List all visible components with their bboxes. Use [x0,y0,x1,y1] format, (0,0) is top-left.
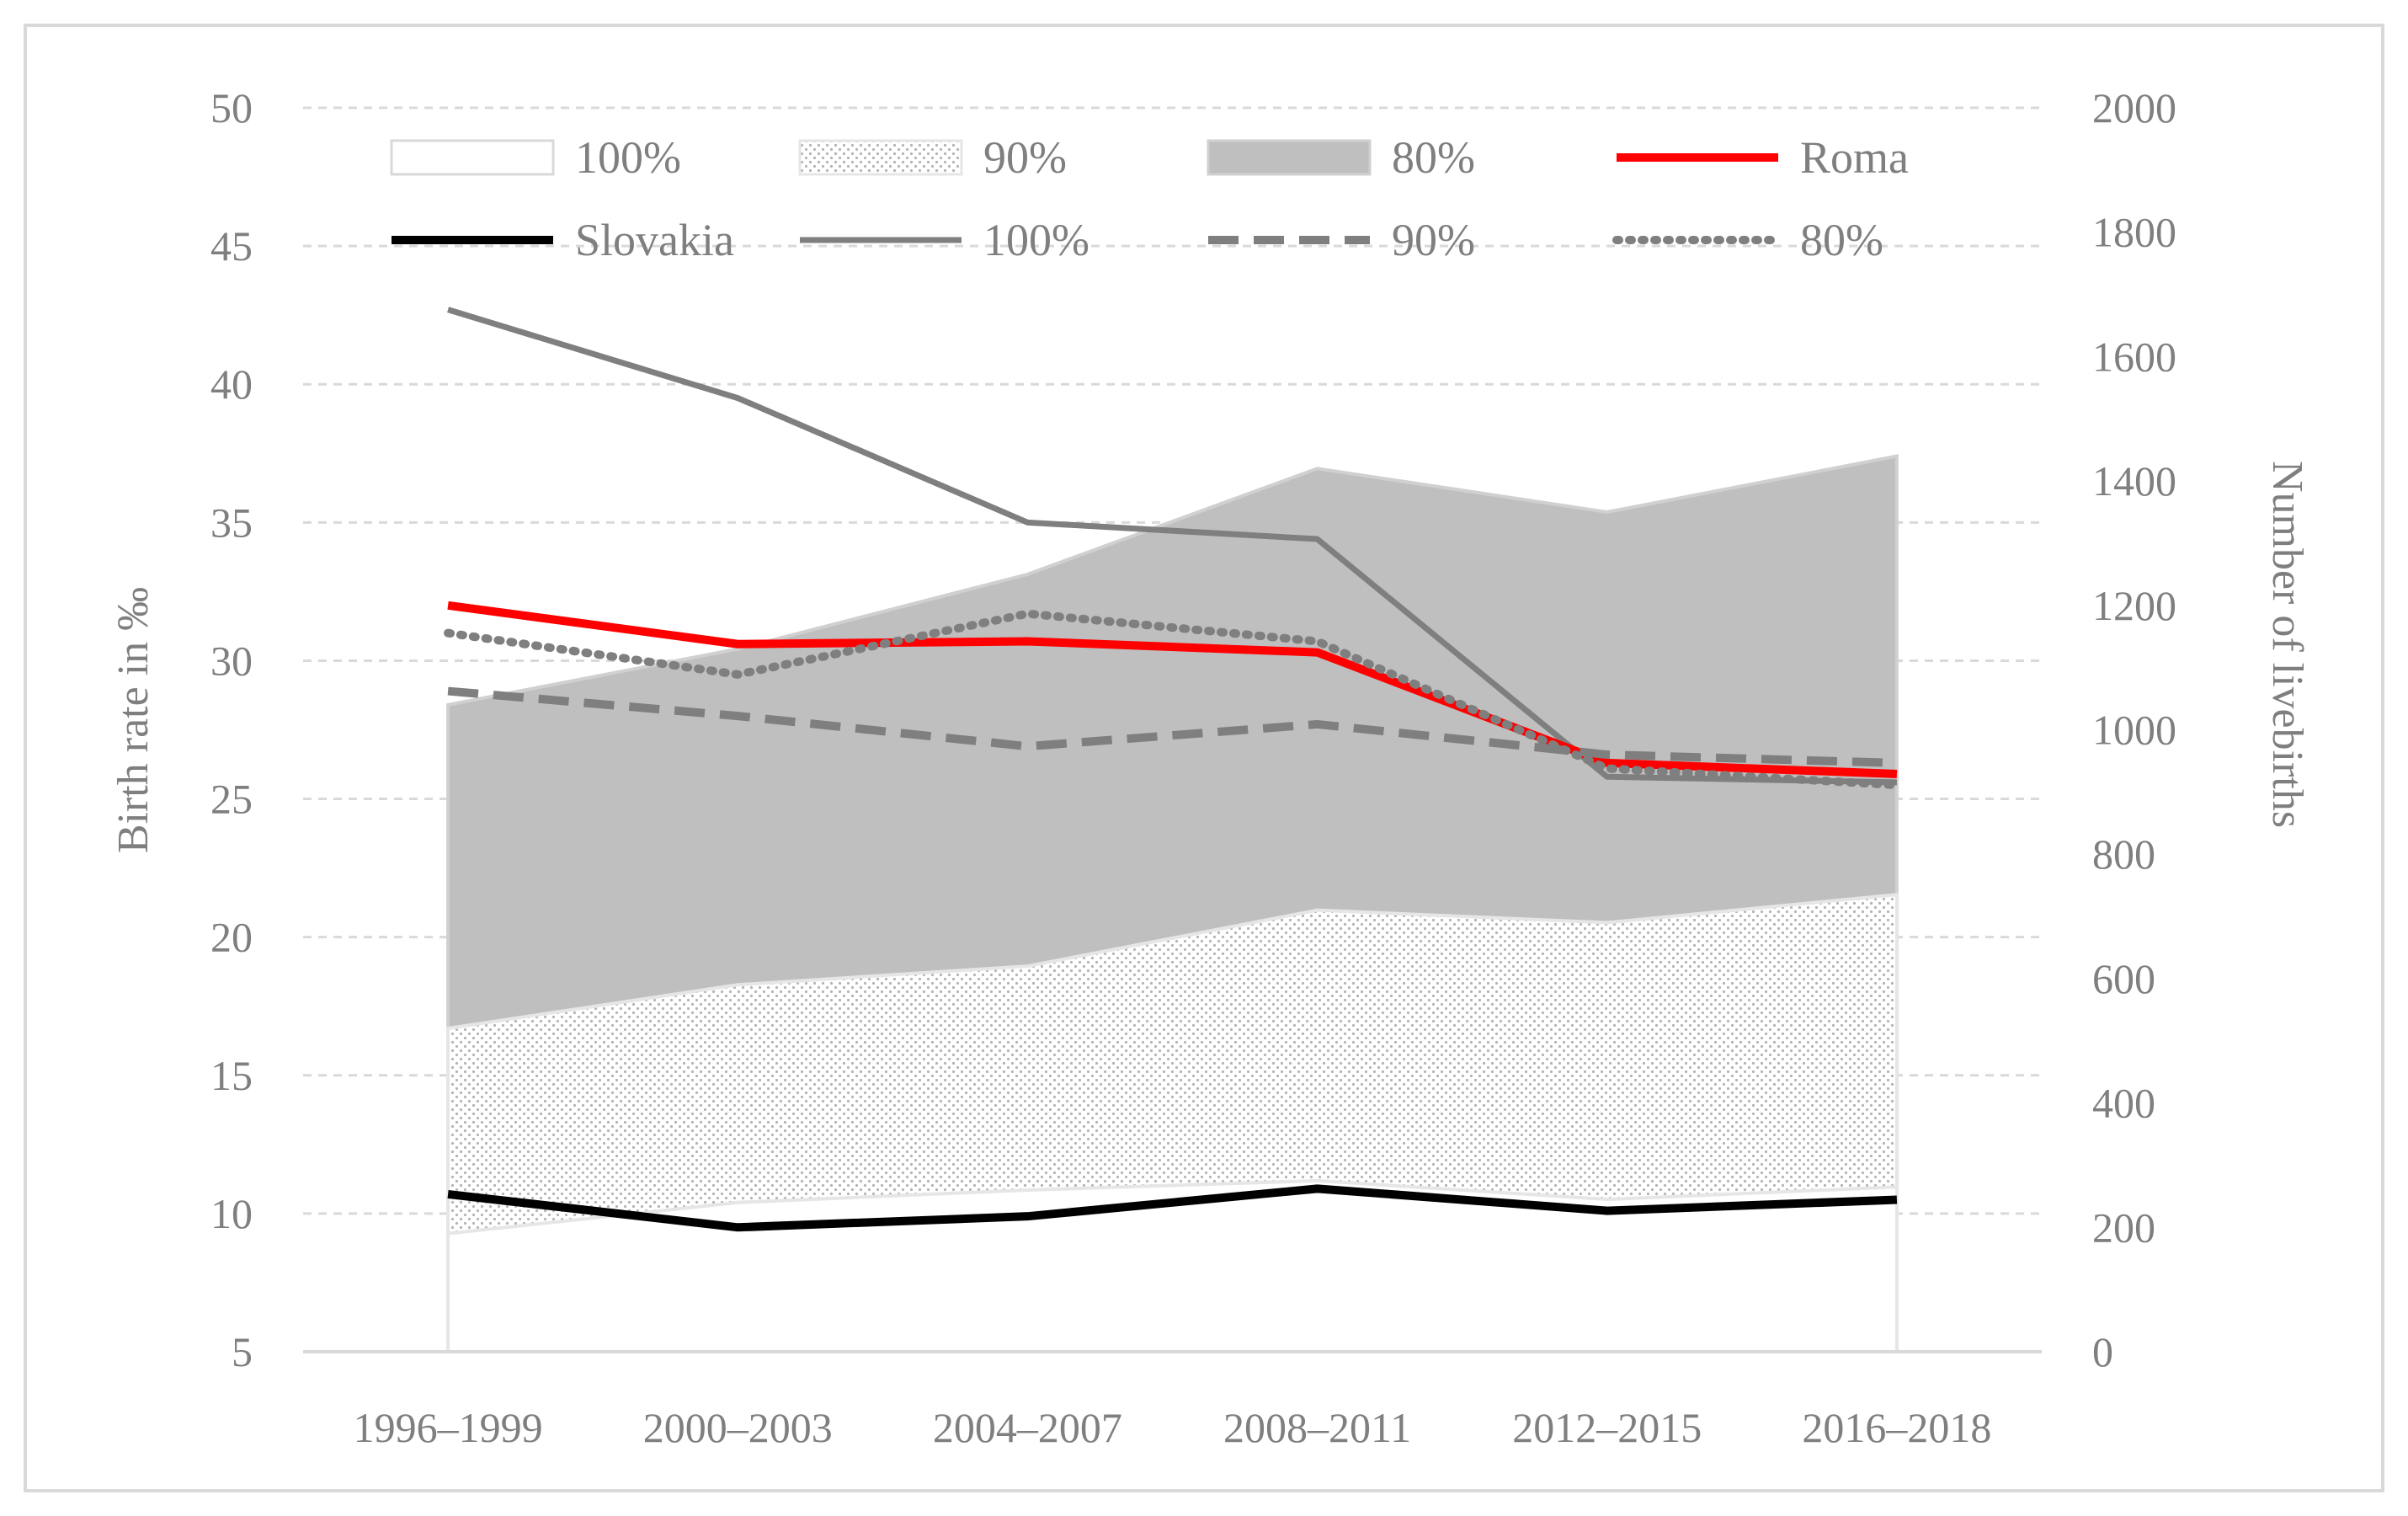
legend-swatch-area-white [390,139,555,176]
y-right-tick-8: 1600 [2092,333,2176,380]
legend-label-6: 90% [1392,215,1475,265]
line-dotted-gray-80pct [444,609,1901,790]
y-right-tick-7: 1400 [2092,457,2176,504]
line-dashed-gray-90pct [447,686,1898,767]
legend-swatch-area-dotted [798,139,963,176]
y-left-tick-6: 35 [210,499,253,546]
legend-item-0: 100% [390,132,681,183]
y-left-tick-1: 10 [210,1190,253,1237]
y-right-tick-2: 400 [2092,1080,2155,1127]
x-tick-2: 2004–2007 [933,1404,1122,1451]
line-black-slovakia [447,1184,1898,1232]
x-tick-3: 2008–2011 [1223,1404,1411,1451]
y-left-tick-9: 50 [210,84,253,131]
y-right-tick-9: 1800 [2092,209,2176,256]
legend-swatch-area-gray [1207,139,1372,176]
legend-item-5: 100% [800,215,1089,265]
legend-label-0: 100% [575,132,681,183]
y-right-tick-3: 600 [2092,955,2155,1002]
y-left-tick-4: 25 [210,776,253,823]
x-tick-4: 2012–2015 [1512,1404,1702,1451]
legend-item-2: 80% [1207,132,1475,183]
legend-item-6: 90% [1208,215,1475,265]
legend-label-1: 90% [983,132,1067,183]
legend-item-3: Roma [1617,132,1909,183]
legend-label-5: 100% [983,215,1089,265]
legend: 100% 90% 80% Roma Slovakia 100% 90% 80% [390,132,1909,265]
legend-label-2: 80% [1392,132,1475,183]
line-series-group [444,307,1901,1232]
y-axis-right-title: Number of livebirths [2263,461,2311,828]
legend-label-4: Slovakia [575,215,734,265]
y-axis-left-title: Birth rate in ‰ [109,587,157,853]
line-red-roma [447,601,1898,779]
y-left-tick-0: 5 [232,1328,253,1375]
tick-labels: 5 10 15 20 25 30 35 40 45 50 0 200 400 600 800 1000 1200… [210,84,2176,1451]
legend-label-7: 80% [1800,215,1883,265]
y-right-tick-6: 1200 [2092,582,2176,629]
y-left-tick-2: 15 [210,1052,253,1099]
legend-item-7: 80% [1612,215,1883,265]
y-left-tick-5: 30 [210,637,253,684]
legend-item-4: Slovakia [392,215,734,265]
area-series-group [446,454,1899,1353]
y-right-tick-1: 200 [2092,1204,2155,1251]
legend-label-3: Roma [1800,132,1909,183]
y-right-tick-0: 0 [2092,1328,2113,1375]
line-solid-gray-100pct [447,307,1897,786]
y-left-tick-8: 45 [210,222,253,270]
y-left-tick-3: 20 [210,914,253,961]
y-right-tick-4: 800 [2092,830,2155,878]
legend-item-1: 90% [798,132,1067,183]
x-tick-5: 2016–2018 [1802,1404,1991,1451]
x-tick-0: 1996–1999 [354,1404,543,1451]
x-tick-1: 2000–2003 [643,1404,833,1451]
y-right-tick-10: 2000 [2092,84,2176,131]
y-left-tick-7: 40 [210,360,253,408]
y-right-tick-5: 1000 [2092,707,2176,754]
